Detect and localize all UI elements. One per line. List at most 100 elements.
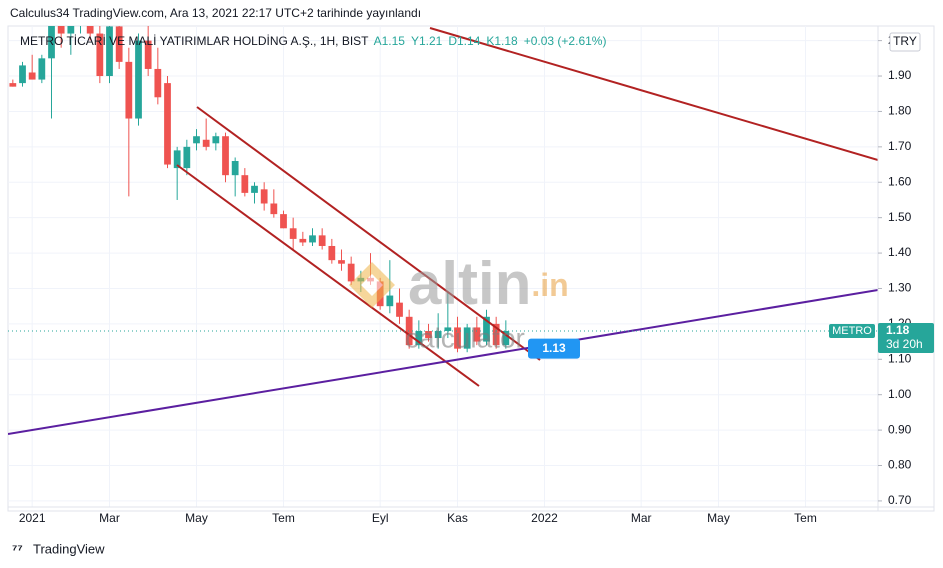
candle-body: [67, 26, 75, 34]
candle-body: [212, 136, 220, 144]
candle-body: [270, 203, 278, 215]
candle-body: [425, 330, 432, 339]
legend-ohlc: Y1.21: [411, 34, 443, 48]
alert-box: [528, 338, 580, 359]
x-tick-label: Mar: [99, 511, 120, 525]
candle-body: [492, 323, 500, 346]
candle-body: [183, 146, 191, 169]
watermark-brand: altin: [408, 250, 531, 317]
candle-body: [396, 302, 403, 317]
y-tick-label: 1.30: [888, 281, 912, 295]
candle-body: [241, 175, 249, 193]
legend-change: +0.03 (+2.61%): [524, 34, 607, 48]
x-tick-label: 2021: [19, 511, 46, 525]
last-price-label: 1.18: [886, 323, 910, 337]
x-tick-label: 2022: [531, 511, 558, 525]
candle-body: [125, 61, 133, 119]
candle-body: [173, 150, 181, 169]
candle-body: [338, 260, 345, 264]
candle-body: [144, 40, 152, 69]
candle-body: [434, 330, 442, 339]
candle-body: [483, 316, 490, 342]
channel-line: [196, 106, 541, 361]
y-tick-label: 0.90: [888, 422, 912, 436]
y-tick-label: 1.70: [888, 139, 912, 153]
legend-ohlc: A1.15: [374, 34, 406, 48]
candle-body: [280, 214, 287, 229]
candle-body: [193, 136, 200, 144]
y-tick-label: 1.80: [888, 104, 912, 118]
candle-body: [502, 330, 510, 346]
candle-body: [222, 136, 229, 176]
header: Calculus34 TradingView.com, Ara 13, 2021…: [10, 6, 421, 20]
watermark-brand: altin.in: [408, 250, 569, 317]
candle-body: [415, 330, 423, 346]
x-tick-label: Tem: [794, 511, 817, 525]
candle-body: [289, 228, 297, 239]
candle-body: [9, 83, 17, 87]
watermark-sub: calculator: [405, 322, 525, 353]
candle-body: [231, 161, 239, 176]
candle-body: [454, 327, 461, 349]
y-tick-label: 0.70: [888, 493, 912, 507]
legend: METRO TİCARİ VE MALİ YATIRIMLAR HOLDİNG …: [20, 34, 606, 48]
price-tag-box: [829, 323, 875, 338]
candle-body: [260, 189, 268, 204]
candle-body: [473, 327, 481, 342]
drawings: [8, 27, 878, 435]
footer: TradingView: [33, 541, 105, 556]
y-tick-label: 1.60: [888, 174, 912, 188]
candle-body: [48, 26, 55, 59]
y-tick-label: 0.80: [888, 458, 912, 472]
trend-line: [429, 27, 878, 161]
candle-body: [164, 83, 171, 165]
legend-ohlc: D1.14: [448, 34, 480, 48]
legend-ohlc: K1.18: [486, 34, 518, 48]
candle-body: [444, 327, 452, 331]
candle-body: [135, 40, 142, 119]
candle-body: [57, 26, 65, 34]
candle-body: [405, 316, 413, 346]
x-tick-label: Mar: [631, 511, 652, 525]
candle-body: [318, 235, 326, 246]
candle-body: [86, 26, 94, 34]
candle-body: [106, 26, 113, 77]
legend-symbol: METRO TİCARİ VE MALİ YATIRIMLAR HOLDİNG …: [20, 34, 369, 48]
candle-body: [386, 295, 394, 307]
last-price-box: [878, 322, 934, 353]
watermark-logo: [361, 274, 383, 296]
support-line: [8, 289, 878, 435]
candle-body: [299, 238, 307, 243]
candle-body: [154, 68, 162, 98]
grid: [8, 26, 878, 507]
y-tick-label: 1.90: [888, 68, 912, 82]
y-tick-label: 1.40: [888, 245, 912, 259]
watermark: altin.in calculator: [349, 250, 569, 353]
candle-body: [328, 245, 336, 261]
x-tick-label: May: [185, 511, 208, 525]
frame: [7, 25, 935, 512]
y-tick-label: 1.00: [888, 387, 912, 401]
x-tick-label: Eyl: [372, 511, 389, 525]
candle-body: [309, 235, 316, 243]
watermark-suffix: .in: [531, 267, 568, 303]
x-tick-label: Kas: [447, 511, 468, 525]
footer-logo: ⁷⁷: [12, 541, 23, 556]
price-tag: METRO: [832, 325, 872, 337]
currency-box[interactable]: [889, 32, 921, 52]
candle-body: [251, 185, 258, 193]
candle-body: [19, 65, 26, 84]
countdown: 3d 20h: [886, 337, 923, 351]
candle-body: [202, 139, 210, 147]
candle-body: [347, 263, 355, 282]
alert-label: 1.13: [542, 341, 566, 355]
candle-body: [38, 58, 46, 80]
y-tick-label: 1.10: [888, 351, 912, 365]
y-tick-label: 1.50: [888, 210, 912, 224]
currency[interactable]: TRY: [893, 34, 917, 48]
candle-body: [463, 327, 471, 349]
x-tick-label: Tem: [272, 511, 295, 525]
candle-body: [28, 72, 36, 80]
candle-body: [96, 33, 104, 77]
